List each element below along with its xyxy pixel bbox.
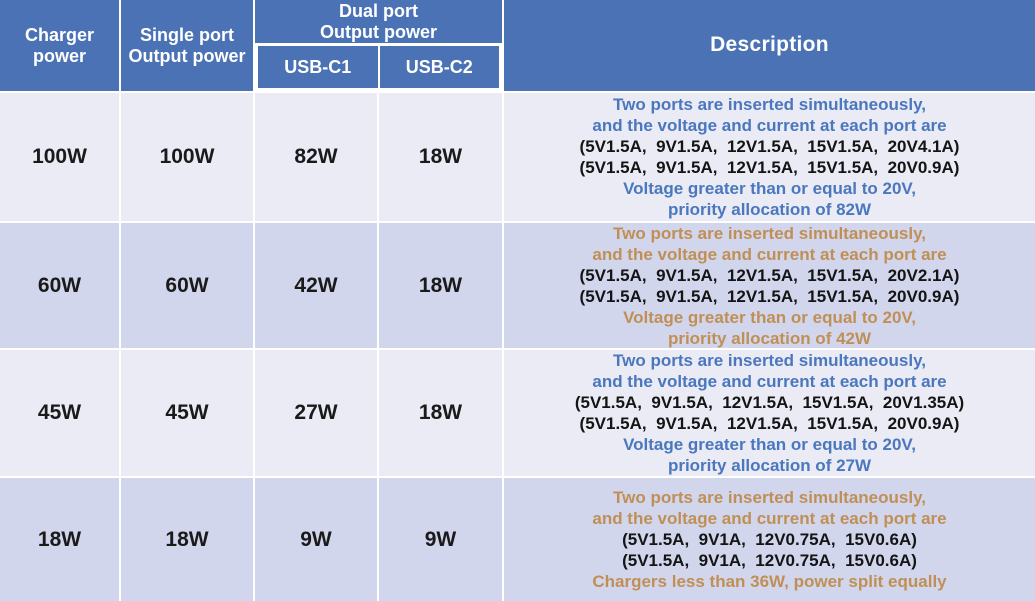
description-line: Two ports are inserted simultaneously, [613, 95, 926, 114]
cell-description: Two ports are inserted simultaneously, a… [504, 478, 1035, 601]
description-line: and the voltage and current at each port… [592, 372, 947, 391]
description-line: and the voltage and current at each port… [592, 509, 947, 528]
cell-single-port-output: 18W [121, 478, 253, 601]
cell-usb-c1: 82W [255, 93, 377, 221]
description-line-values: (5V1.5A, 9V1.5A, 12V1.5A, 15V1.5A, 20V0.… [579, 158, 960, 177]
header-usb-c2: USB-C2 [377, 46, 499, 88]
header-charger-power: Charger power [0, 0, 119, 91]
description-line: and the voltage and current at each port… [592, 116, 947, 135]
cell-usb-c2: 18W [379, 93, 502, 221]
cell-usb-c1: 42W [255, 223, 377, 348]
description-line: priority allocation of 82W [667, 200, 872, 219]
cell-description: Two ports are inserted simultaneously, a… [504, 223, 1035, 348]
description-line-values: (5V1.5A, 9V1.5A, 12V1.5A, 15V1.5A, 20V0.… [579, 286, 960, 306]
cell-description: Two ports are inserted simultaneously, a… [504, 93, 1035, 221]
description-line-values: (5V1.5A, 9V1.5A, 12V1.5A, 15V1.5A, 20V2.… [579, 265, 960, 285]
description-line: priority allocation of 27W [667, 456, 872, 475]
description-line: Two ports are inserted simultaneously, [613, 351, 926, 370]
description-line: Two ports are inserted simultaneously, [613, 488, 926, 507]
cell-charger-power: 60W [0, 223, 119, 348]
description-line: Voltage greater than or equal to 20V, [623, 307, 916, 327]
header-dual-port-group: Dual port Output power USB-C1 USB-C2 [255, 0, 502, 91]
description-line: and the voltage and current at each port… [592, 244, 947, 264]
description-line-values: (5V1.5A, 9V1.5A, 12V1.5A, 15V1.5A, 20V4.… [579, 137, 960, 156]
cell-charger-power: 100W [0, 93, 119, 221]
description-line-values: (5V1.5A, 9V1.5A, 12V1.5A, 15V1.5A, 20V0.… [579, 414, 960, 433]
description-line: Two ports are inserted simultaneously, [613, 223, 926, 243]
cell-single-port-output: 60W [121, 223, 253, 348]
description-line: Voltage greater than or equal to 20V, [623, 179, 916, 198]
header-description: Description [504, 0, 1035, 91]
description-line-values: (5V1.5A, 9V1.5A, 12V1.5A, 15V1.5A, 20V1.… [574, 393, 965, 412]
cell-usb-c1: 27W [255, 350, 377, 476]
cell-usb-c2: 9W [379, 478, 502, 601]
header-usb-c1: USB-C1 [258, 46, 378, 88]
header-usb-subrow: USB-C1 USB-C2 [255, 43, 502, 91]
description-line: Voltage greater than or equal to 20V, [623, 435, 916, 454]
cell-usb-c2: 18W [379, 223, 502, 348]
description-line-values: (5V1.5A, 9V1A, 12V0.75A, 15V0.6A) [622, 530, 917, 549]
cell-description: Two ports are inserted simultaneously, a… [504, 350, 1035, 476]
cell-charger-power: 18W [0, 478, 119, 601]
cell-usb-c2: 18W [379, 350, 502, 476]
cell-charger-power: 45W [0, 350, 119, 476]
header-single-port-output-power: Single port Output power [121, 0, 253, 91]
cell-usb-c1: 9W [255, 478, 377, 601]
description-line: Chargers less than 36W, power split equa… [592, 572, 947, 591]
description-line: priority allocation of 42W [667, 328, 872, 348]
cell-single-port-output: 45W [121, 350, 253, 476]
description-line-values: (5V1.5A, 9V1A, 12V0.75A, 15V0.6A) [622, 551, 917, 570]
header-dual-port-output-power: Dual port Output power [320, 0, 437, 42]
cell-single-port-output: 100W [121, 93, 253, 221]
